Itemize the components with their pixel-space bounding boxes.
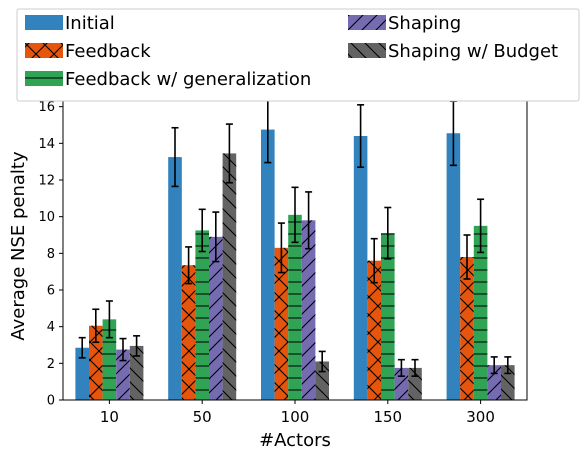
legend-swatch <box>25 15 63 30</box>
y-tick-label: 14 <box>38 137 55 152</box>
error-bar <box>490 356 498 375</box>
error-bar <box>198 208 206 253</box>
x-axis-label: #Actors <box>259 430 331 451</box>
x-tick-label: 150 <box>373 408 402 426</box>
bar-hatch <box>129 345 144 400</box>
y-axis-label: Average NSE penalty <box>8 151 29 341</box>
legend-swatch-hatch <box>348 43 386 58</box>
bar-hatch <box>181 265 196 400</box>
error-bar <box>305 191 313 250</box>
error-bar <box>171 126 179 188</box>
legend-swatch-hatch <box>25 71 63 86</box>
x-tick-label: 10 <box>100 408 119 426</box>
legend-swatch-hatch <box>25 43 63 58</box>
bar <box>75 347 89 400</box>
bar-hatch <box>473 225 488 400</box>
error-bar <box>477 198 485 254</box>
legend-entry: Feedback <box>25 41 151 62</box>
bar <box>168 157 182 400</box>
bar <box>261 129 275 401</box>
y-tick-label: 6 <box>47 284 55 299</box>
bar-hatch <box>460 257 474 400</box>
error-bar <box>318 350 326 373</box>
bar-hatch <box>381 233 395 400</box>
x-tick-label: 100 <box>281 408 310 426</box>
y-tick-label: 10 <box>38 210 55 225</box>
error-bar <box>411 358 419 377</box>
bar-hatch <box>301 220 316 400</box>
y-tick-label: 8 <box>47 247 55 262</box>
legend-entry: Shaping w/ Budget <box>348 41 558 62</box>
error-bar <box>291 186 299 244</box>
bar-hatch <box>195 230 209 400</box>
legend-entry: Shaping <box>348 13 461 34</box>
error-bar <box>277 222 285 274</box>
bar <box>353 136 368 400</box>
bar-hatch <box>367 260 381 400</box>
plot-area <box>75 95 515 401</box>
error-bar <box>212 211 220 263</box>
bar <box>446 133 461 400</box>
legend-box <box>16 8 580 102</box>
bar-hatch <box>288 214 302 400</box>
bar-hatch <box>274 247 289 400</box>
bar-hatch <box>102 319 117 400</box>
bar-hatch <box>222 153 237 400</box>
error-bar <box>225 123 233 184</box>
legend-label: Initial <box>65 13 115 34</box>
error-bar <box>185 246 193 285</box>
bar-hatch <box>89 325 103 400</box>
legend-entry: Initial <box>25 13 115 34</box>
legend-label: Feedback <box>65 41 151 62</box>
error-bar <box>105 300 113 339</box>
error-bar <box>119 337 127 362</box>
error-bar <box>370 237 378 284</box>
legend: Initial Feedback Feedback w/ generalizatio… <box>16 8 580 102</box>
legend-label: Shaping w/ Budget <box>388 41 558 62</box>
y-tick-label: 0 <box>47 394 55 409</box>
error-bar <box>78 336 86 359</box>
x-tick-label: 300 <box>466 408 495 426</box>
error-bar <box>463 234 471 280</box>
y-tick-label: 2 <box>47 357 55 372</box>
error-bar <box>92 308 100 344</box>
bar-hatch <box>209 236 223 400</box>
error-bar <box>384 206 392 260</box>
error-bar <box>133 335 141 357</box>
legend-swatch-hatch <box>348 15 386 30</box>
legend-entry: Feedback w/ generalization <box>25 69 311 90</box>
error-bar <box>357 104 365 168</box>
y-tick-label: 12 <box>38 174 55 189</box>
y-tick-label: 4 <box>47 320 55 335</box>
error-bar <box>397 358 405 377</box>
y-tick-label: 16 <box>38 100 55 115</box>
bar-hatch <box>116 349 130 400</box>
x-tick-label: 50 <box>193 408 212 426</box>
legend-label: Feedback w/ generalization <box>65 69 311 90</box>
error-bar <box>504 356 512 375</box>
axes: 0 2 4 6 8 10 12 14 16 10 50 100 150 300 <box>38 91 528 426</box>
legend-label: Shaping <box>388 13 461 34</box>
